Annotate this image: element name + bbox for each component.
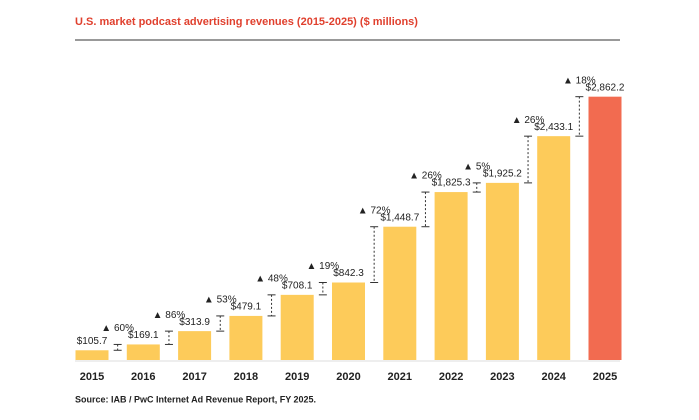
bar bbox=[485, 182, 519, 360]
x-tick-label: 2022 bbox=[439, 371, 463, 383]
value-label: $2,862.2 bbox=[586, 82, 625, 93]
growth-label: ▲ 26% bbox=[409, 171, 442, 182]
growth-label: ▲ 26% bbox=[512, 115, 545, 126]
chart-title: U.S. market podcast advertising revenues… bbox=[75, 16, 418, 28]
bar bbox=[537, 136, 571, 360]
value-label: $1,448.7 bbox=[380, 212, 419, 223]
value-label: $105.7 bbox=[77, 336, 108, 347]
x-tick-label: 2025 bbox=[593, 371, 617, 383]
x-tick-label: 2015 bbox=[80, 371, 104, 383]
growth-label: ▲ 18% bbox=[563, 75, 596, 86]
bar bbox=[434, 192, 468, 360]
bar bbox=[126, 344, 160, 360]
bar bbox=[229, 315, 263, 360]
x-tick-label: 2018 bbox=[234, 371, 258, 383]
growth-label: ▲ 19% bbox=[306, 261, 339, 272]
x-tick-label: 2016 bbox=[131, 371, 155, 383]
x-tick-label: 2020 bbox=[336, 371, 360, 383]
bar bbox=[383, 226, 417, 360]
bar bbox=[280, 294, 314, 360]
bar bbox=[588, 96, 622, 360]
growth-label: ▲ 5% bbox=[463, 162, 490, 173]
bar bbox=[332, 282, 365, 360]
x-tick-label: 2024 bbox=[541, 371, 566, 383]
growth-label: ▲ 48% bbox=[255, 273, 288, 284]
growth-label: ▲ 86% bbox=[153, 310, 186, 321]
value-label: $169.1 bbox=[128, 330, 159, 341]
bar bbox=[178, 331, 212, 360]
value-label: $1,925.2 bbox=[483, 169, 522, 180]
value-label: $1,825.3 bbox=[432, 178, 471, 189]
x-tick-label: 2017 bbox=[182, 371, 206, 383]
x-tick-label: 2021 bbox=[388, 371, 412, 383]
source-note: Source: IAB / PwC Internet Ad Revenue Re… bbox=[75, 394, 316, 404]
value-label: $2,433.1 bbox=[534, 122, 573, 133]
x-tick-label: 2019 bbox=[285, 371, 309, 383]
growth-label: ▲ 60% bbox=[101, 323, 134, 334]
bar bbox=[75, 350, 109, 360]
growth-label: ▲ 72% bbox=[358, 205, 391, 216]
x-tick-label: 2023 bbox=[490, 371, 514, 383]
value-label: $842.3 bbox=[333, 268, 364, 279]
value-label: $708.1 bbox=[282, 280, 313, 291]
value-label: $479.1 bbox=[231, 302, 262, 313]
value-label: $313.9 bbox=[179, 317, 210, 328]
growth-label: ▲ 53% bbox=[204, 295, 237, 306]
